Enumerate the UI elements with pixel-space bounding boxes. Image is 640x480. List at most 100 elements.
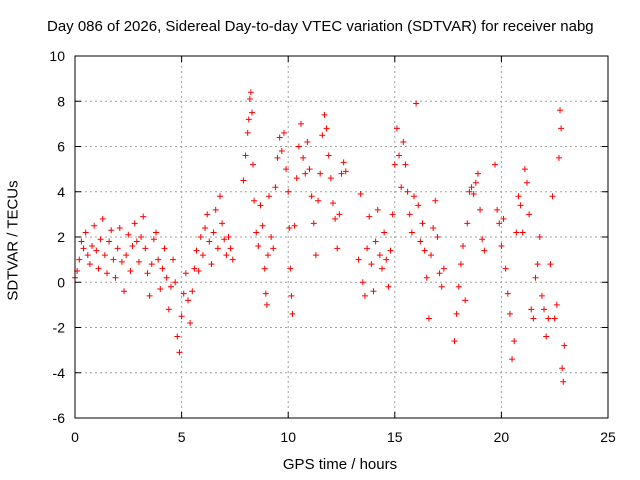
data-point: [308, 193, 315, 200]
data-point: [555, 154, 562, 161]
y-tick-label: 6: [57, 139, 65, 155]
data-point: [270, 245, 277, 252]
data-point: [161, 245, 168, 252]
data-point: [253, 229, 260, 236]
grid: [75, 56, 608, 418]
data-point: [131, 220, 138, 227]
data-point: [210, 229, 217, 236]
data-point: [219, 220, 226, 227]
data-point: [89, 243, 96, 250]
data-point: [361, 292, 368, 299]
data-point: [543, 333, 550, 340]
data-point: [274, 154, 281, 161]
data-point: [364, 245, 371, 252]
data-point: [432, 197, 439, 204]
data-point: [223, 252, 230, 259]
data-point: [421, 247, 428, 254]
data-point: [127, 267, 134, 274]
data-point: [261, 265, 268, 272]
data-point: [413, 100, 420, 107]
data-point: [118, 258, 125, 265]
data-point: [338, 170, 345, 177]
data-point: [244, 129, 251, 136]
data-point: [133, 238, 140, 245]
data-point: [138, 234, 145, 240]
data-point: [153, 229, 160, 236]
data-point: [410, 193, 417, 200]
y-tick-label: -6: [53, 410, 66, 426]
data-point: [291, 222, 298, 229]
data-points: [72, 89, 568, 385]
data-point: [387, 247, 394, 254]
data-point: [415, 202, 422, 209]
data-point: [534, 261, 541, 268]
data-point: [521, 166, 528, 173]
data-point: [214, 245, 221, 252]
data-point: [506, 310, 513, 317]
x-tick-label: 5: [178, 429, 186, 445]
data-point: [80, 245, 87, 252]
data-point: [101, 252, 108, 259]
data-point: [460, 243, 467, 250]
data-point: [289, 310, 296, 317]
data-point: [142, 245, 149, 252]
data-point: [93, 247, 100, 254]
data-point: [368, 261, 375, 268]
y-axis-label: SDTVAR / TECUs: [4, 180, 22, 301]
data-point: [479, 236, 486, 243]
data-point: [246, 95, 253, 102]
data-point: [560, 378, 567, 385]
data-point: [327, 175, 334, 182]
data-point: [204, 211, 211, 218]
data-point: [359, 279, 366, 286]
data-point: [323, 125, 330, 132]
data-point: [245, 116, 252, 123]
data-point: [174, 333, 181, 340]
data-point: [300, 154, 307, 161]
data-point: [278, 148, 285, 155]
data-point: [242, 152, 249, 159]
data-point: [110, 256, 117, 263]
data-point: [259, 222, 266, 229]
data-point: [272, 184, 279, 191]
y-tick-label: -2: [53, 320, 66, 336]
data-point: [553, 301, 560, 308]
y-tick-label: 0: [57, 274, 65, 290]
data-point: [557, 107, 564, 114]
data-point: [315, 197, 322, 204]
data-point: [262, 290, 269, 297]
data-point: [398, 184, 405, 191]
data-point: [492, 161, 499, 168]
data-point: [112, 274, 119, 281]
data-point: [125, 231, 132, 238]
data-point: [396, 152, 403, 159]
data-point: [91, 222, 98, 229]
data-point: [549, 193, 556, 200]
data-point: [434, 234, 441, 240]
data-point: [528, 306, 535, 313]
data-point: [129, 243, 136, 250]
data-point: [157, 286, 164, 293]
data-point: [336, 211, 343, 218]
data-point: [225, 234, 232, 240]
data-point: [372, 238, 379, 245]
data-point: [251, 197, 258, 204]
data-point: [148, 261, 155, 268]
data-point: [146, 292, 153, 299]
y-tick-label: 4: [57, 184, 65, 200]
data-point: [195, 267, 202, 274]
data-point: [366, 213, 373, 220]
data-point: [266, 193, 273, 200]
data-point: [99, 215, 106, 222]
data-point: [455, 283, 462, 290]
data-point: [191, 265, 198, 272]
data-point: [406, 211, 413, 218]
data-point: [417, 238, 424, 245]
data-point: [286, 224, 293, 231]
data-point: [116, 224, 123, 231]
data-point: [287, 265, 294, 272]
data-point: [197, 234, 204, 240]
data-point: [280, 129, 287, 136]
x-tick-label: 15: [387, 429, 403, 445]
data-point: [172, 279, 179, 286]
